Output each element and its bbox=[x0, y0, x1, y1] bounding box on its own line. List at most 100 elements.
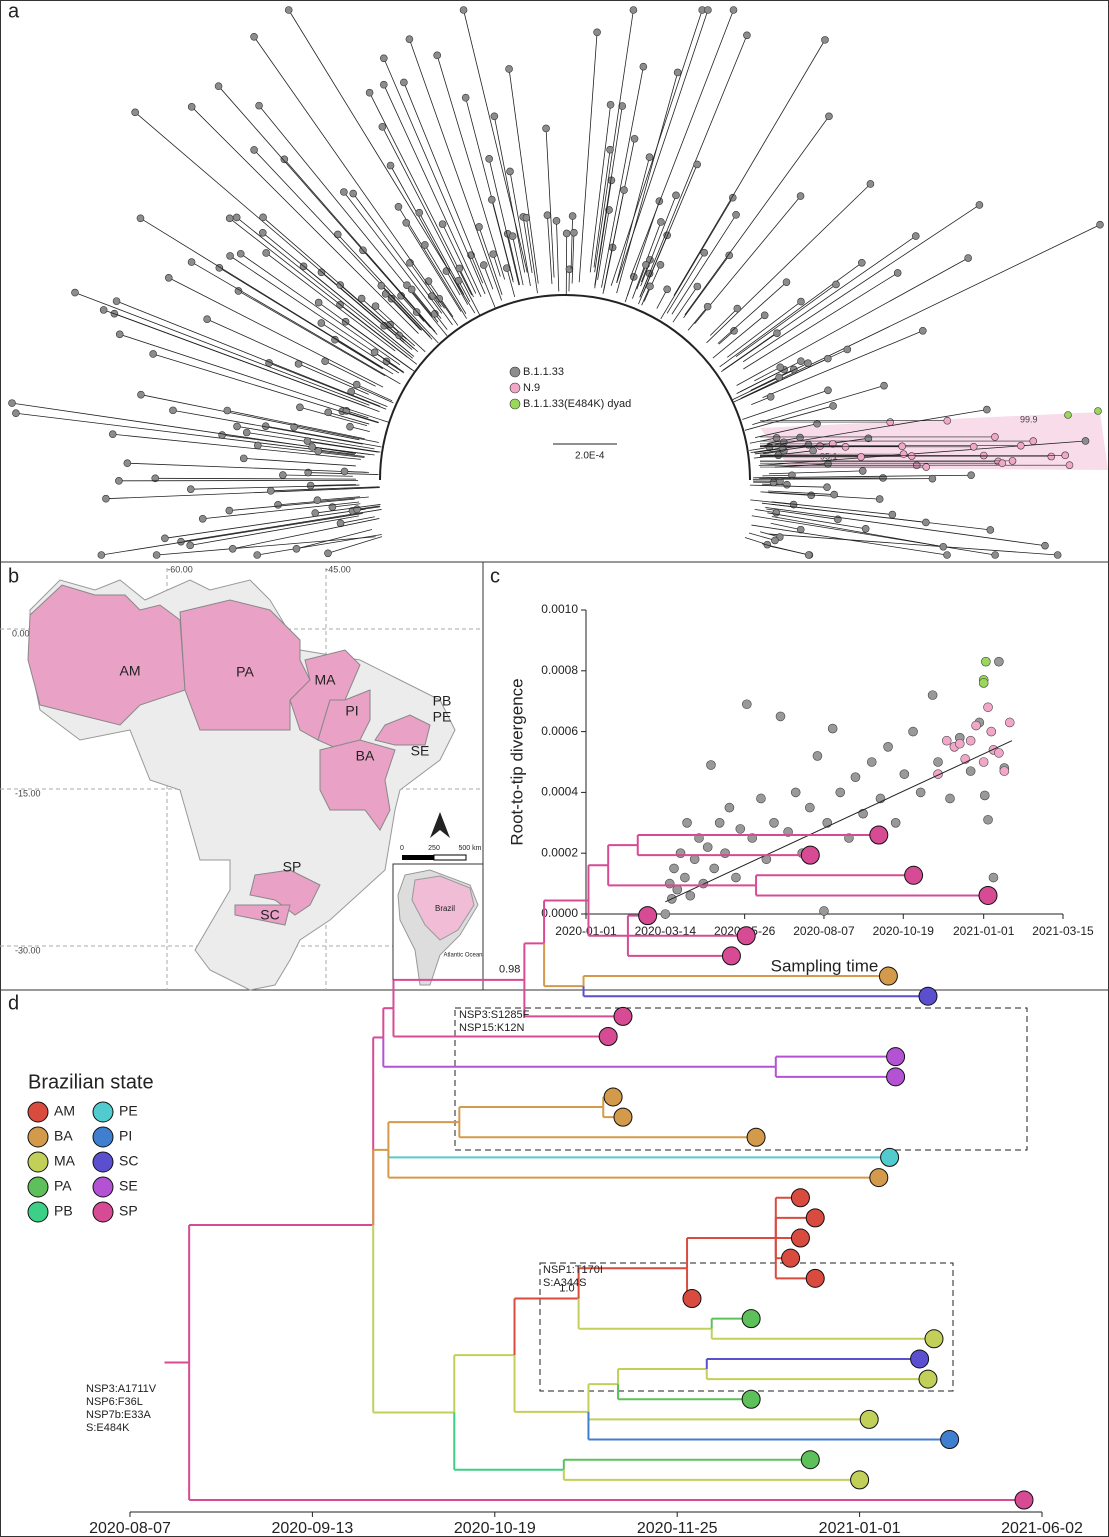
tip bbox=[240, 455, 247, 462]
tip bbox=[109, 431, 116, 438]
tip bbox=[683, 1289, 701, 1307]
y-tick-label: 0.0006 bbox=[541, 724, 578, 738]
legend-label: SP bbox=[119, 1203, 138, 1219]
tip bbox=[805, 360, 812, 367]
tip bbox=[859, 467, 866, 474]
point bbox=[769, 818, 778, 827]
tip bbox=[523, 214, 530, 221]
tip bbox=[380, 81, 387, 88]
tip bbox=[851, 1471, 869, 1489]
tip bbox=[480, 262, 487, 269]
tip bbox=[425, 278, 432, 285]
point bbox=[680, 873, 689, 882]
tip bbox=[912, 233, 919, 240]
tip bbox=[922, 519, 929, 526]
tip bbox=[1015, 1491, 1033, 1509]
y-tick-label: 0.0000 bbox=[541, 906, 578, 920]
tip bbox=[234, 423, 241, 430]
point bbox=[981, 657, 990, 666]
annotation: NSP1:T170I bbox=[543, 1264, 603, 1276]
tip bbox=[256, 102, 263, 109]
tip bbox=[747, 1128, 765, 1146]
legend-title: Brazilian state bbox=[28, 1071, 154, 1093]
tip bbox=[865, 435, 872, 442]
tip bbox=[704, 303, 711, 310]
point bbox=[673, 885, 682, 894]
tip bbox=[315, 448, 322, 455]
tip bbox=[462, 94, 469, 101]
point bbox=[823, 818, 832, 827]
legend-label: B.1.1.33(E484K) dyad bbox=[523, 398, 631, 410]
tip bbox=[9, 400, 16, 407]
tip bbox=[940, 543, 947, 550]
tip bbox=[137, 391, 144, 398]
annotation: NSP3:A1711V bbox=[86, 1383, 157, 1395]
point bbox=[776, 712, 785, 721]
tip bbox=[340, 188, 347, 195]
tip bbox=[507, 168, 514, 175]
tip bbox=[657, 261, 664, 268]
state-label: PB bbox=[433, 693, 452, 709]
legend-marker bbox=[93, 1202, 113, 1222]
tip bbox=[251, 33, 258, 40]
legend-label: PE bbox=[119, 1103, 138, 1119]
tip bbox=[992, 552, 999, 559]
tip bbox=[281, 156, 288, 163]
tip bbox=[631, 135, 638, 142]
legend-label: BA bbox=[54, 1128, 73, 1144]
tip bbox=[71, 289, 78, 296]
point bbox=[934, 770, 943, 779]
tip bbox=[12, 410, 19, 417]
x-tick-label: 2021-01-01 bbox=[953, 924, 1015, 938]
tip bbox=[908, 453, 915, 460]
tip bbox=[403, 219, 410, 226]
tip bbox=[941, 1431, 959, 1449]
latitude-label: 0.00 bbox=[12, 628, 30, 638]
point bbox=[987, 727, 996, 736]
annotation: S:E484K bbox=[86, 1422, 130, 1434]
tip bbox=[694, 283, 701, 290]
tip bbox=[353, 381, 360, 388]
tip bbox=[842, 443, 849, 450]
tip bbox=[380, 55, 387, 62]
tip bbox=[315, 299, 322, 306]
support-label: 95.1 bbox=[820, 451, 838, 461]
tip bbox=[309, 443, 316, 450]
tip bbox=[137, 215, 144, 222]
point bbox=[706, 761, 715, 770]
tip bbox=[737, 927, 755, 945]
point bbox=[1000, 767, 1009, 776]
y-axis-title: Root-to-tip divergence bbox=[507, 678, 526, 845]
tip bbox=[860, 1410, 878, 1428]
tip bbox=[488, 196, 495, 203]
tip bbox=[187, 486, 194, 493]
annotation: S:A344S bbox=[543, 1277, 586, 1289]
tip bbox=[219, 432, 226, 439]
point bbox=[791, 788, 800, 797]
tip bbox=[491, 113, 498, 120]
tip bbox=[858, 453, 865, 460]
tip bbox=[858, 259, 865, 266]
tip bbox=[782, 1249, 800, 1267]
tip bbox=[814, 420, 821, 427]
legend-label: MA bbox=[54, 1153, 76, 1169]
tip bbox=[456, 265, 463, 272]
tip bbox=[1082, 437, 1089, 444]
tip bbox=[844, 346, 851, 353]
tip bbox=[965, 255, 972, 262]
tip bbox=[791, 1189, 809, 1207]
x-tick-label: 2020-09-13 bbox=[271, 1520, 353, 1537]
tip bbox=[350, 190, 357, 197]
tip bbox=[161, 535, 168, 542]
tip bbox=[646, 154, 653, 161]
point bbox=[1005, 718, 1014, 727]
tip bbox=[889, 511, 896, 518]
tip bbox=[165, 274, 172, 281]
tip bbox=[318, 320, 325, 327]
tip bbox=[876, 496, 883, 503]
tip bbox=[251, 146, 258, 153]
tip bbox=[116, 331, 123, 338]
tip bbox=[553, 217, 560, 224]
legend-label: SC bbox=[119, 1153, 138, 1169]
tip bbox=[371, 349, 378, 356]
